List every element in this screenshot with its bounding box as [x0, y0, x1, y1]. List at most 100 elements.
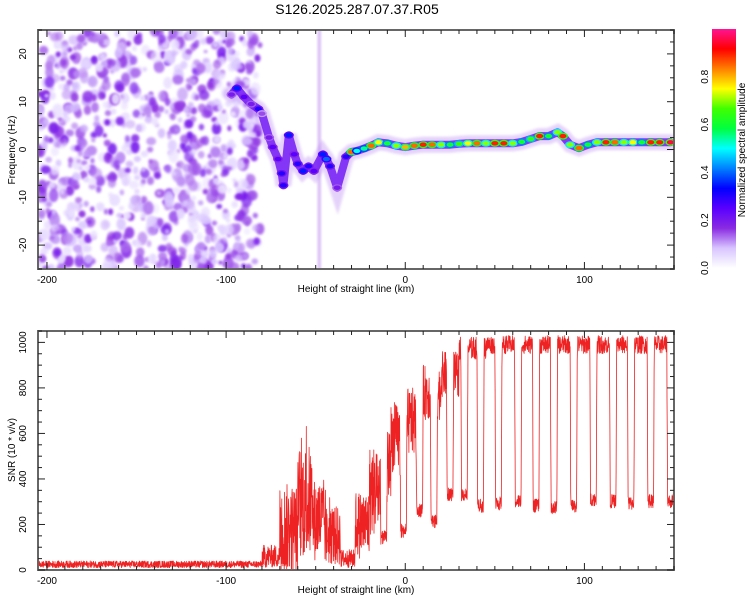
heatmap-noise-cell: [212, 178, 218, 185]
heatmap-noise-cell: [172, 187, 181, 195]
heatmap-noise-cell: [140, 178, 147, 185]
heatmap-noise-cell: [188, 212, 193, 217]
heatmap-noise-cell: [38, 104, 45, 118]
heatmap-noise-cell: [194, 30, 204, 39]
heatmap-noise-cell: [211, 122, 222, 135]
heatmap-noise-cell: [62, 115, 71, 123]
heatmap-noise-cell: [108, 208, 114, 216]
heatmap-noise-cell: [164, 193, 175, 208]
signal-point: [254, 106, 262, 112]
signal-point: [265, 135, 273, 140]
heatmap-noise-cell: [102, 133, 107, 138]
heatmap-noise-cell: [168, 30, 179, 40]
heatmap-noise-cell: [62, 111, 69, 118]
heatmap-noise-cell: [167, 139, 177, 152]
heatmap-noise-cell: [61, 89, 73, 100]
heatmap-noise-cell: [90, 56, 98, 65]
heatmap-noise-cell: [68, 162, 73, 168]
heatmap-noise-cell: [133, 34, 143, 46]
heatmap-noise-cell: [176, 30, 184, 37]
heatmap-noise-cell: [221, 236, 228, 244]
snr-x-tick-label: 0: [402, 576, 408, 587]
heatmap-noise-cell: [83, 105, 92, 115]
heatmap-noise-cell: [234, 235, 241, 241]
signal-point: [500, 141, 508, 146]
heatmap-noise-cell: [157, 244, 167, 253]
heatmap-noise-cell: [240, 203, 249, 216]
heatmap-noise-cell: [149, 30, 161, 37]
heatmap-noise-cell: [194, 39, 200, 45]
heatmap-noise-cell: [186, 131, 193, 140]
heatmap-noise-cell: [38, 123, 45, 131]
heatmap-noise-cell: [246, 30, 253, 38]
heatmap-noise-cell: [103, 139, 111, 147]
signal-point: [446, 142, 454, 147]
heatmap-noise-cell: [61, 43, 70, 53]
heatmap-noise-cell: [208, 159, 218, 169]
heatmap-noise-cell: [243, 157, 250, 164]
colorbar-tick-label: 0.0: [700, 261, 711, 275]
heatmap-noise-cell: [210, 146, 222, 158]
heatmap-noise-cell: [203, 62, 213, 74]
signal-point: [401, 144, 409, 150]
heatmap-noise-cell: [96, 32, 105, 40]
heatmap-noise-cell: [224, 223, 234, 236]
heatmap-noise-cell: [141, 167, 146, 172]
heatmap-noise-cell: [180, 60, 188, 69]
heatmap-noise-cell: [190, 141, 197, 148]
heatmap-noise-cell: [231, 144, 237, 149]
heatmap-noise-cell: [120, 102, 129, 110]
heatmap-noise-cell: [170, 39, 180, 51]
heatmap-noise-cell: [77, 220, 88, 230]
heatmap-noise-cell: [214, 119, 220, 126]
heatmap-noise-cell: [213, 135, 221, 144]
heatmap-noise-cell: [222, 208, 228, 214]
signal-point: [518, 139, 526, 145]
heatmap-noise-cell: [100, 219, 110, 231]
heatmap-noise-cell: [44, 93, 49, 98]
heatmap-noise-cell: [215, 70, 226, 80]
heatmap-noise-cell: [154, 111, 161, 119]
heatmap-noise-cell: [108, 192, 113, 198]
heatmap-noise-cell: [48, 181, 56, 189]
heatmap-noise-cell: [250, 155, 258, 162]
heatmap-noise-cell: [103, 257, 113, 268]
heatmap-noise-cell: [83, 164, 91, 171]
heatmap-noise-cell: [132, 166, 139, 175]
heatmap-noise-cell: [57, 136, 66, 144]
heatmap-noise-cell: [186, 113, 191, 118]
heatmap-noise-cell: [119, 189, 125, 196]
heatmap-noise-cell: [38, 209, 46, 219]
heatmap-noise-cell: [205, 36, 214, 45]
heatmap-noise-cell: [62, 83, 71, 91]
colorbar-tick-label: 0.2: [700, 213, 711, 227]
heatmap-noise-cell: [96, 185, 102, 193]
colorbar-tick-label: 0.4: [700, 165, 711, 179]
heatmap-noise-cell: [146, 240, 152, 248]
heatmap-noise-cell: [99, 40, 104, 45]
heatmap-noise-cell: [73, 70, 80, 79]
heatmap-noise-cell: [111, 93, 120, 105]
heatmap-noise-cell: [211, 220, 218, 226]
heatmap-noise-cell: [216, 203, 223, 210]
heatmap-noise-cell: [146, 137, 157, 146]
heatmap-noise-cell: [174, 100, 186, 112]
heatmap-noise-cell: [50, 165, 60, 176]
colorbar-ticks: 0.0 0.2 0.4 0.6 0.8: [700, 69, 711, 275]
heatmap-noise-cell: [63, 255, 74, 268]
heatmap-noise-cell: [194, 94, 200, 101]
signal-point: [455, 141, 463, 146]
heatmap-noise-cell: [65, 129, 75, 137]
heatmap-noise-cell: [121, 144, 128, 152]
heatmap-noise-cell: [116, 41, 127, 52]
signal-point: [545, 133, 553, 139]
heatmap-noise-cell: [47, 263, 55, 269]
heatmap-noise-cell: [84, 233, 93, 244]
heatmap-noise-cell: [42, 242, 53, 250]
heatmap-noise-cell: [60, 189, 65, 195]
heatmap-noise-cell: [133, 174, 141, 181]
heatmap-noise-cell: [59, 75, 66, 81]
